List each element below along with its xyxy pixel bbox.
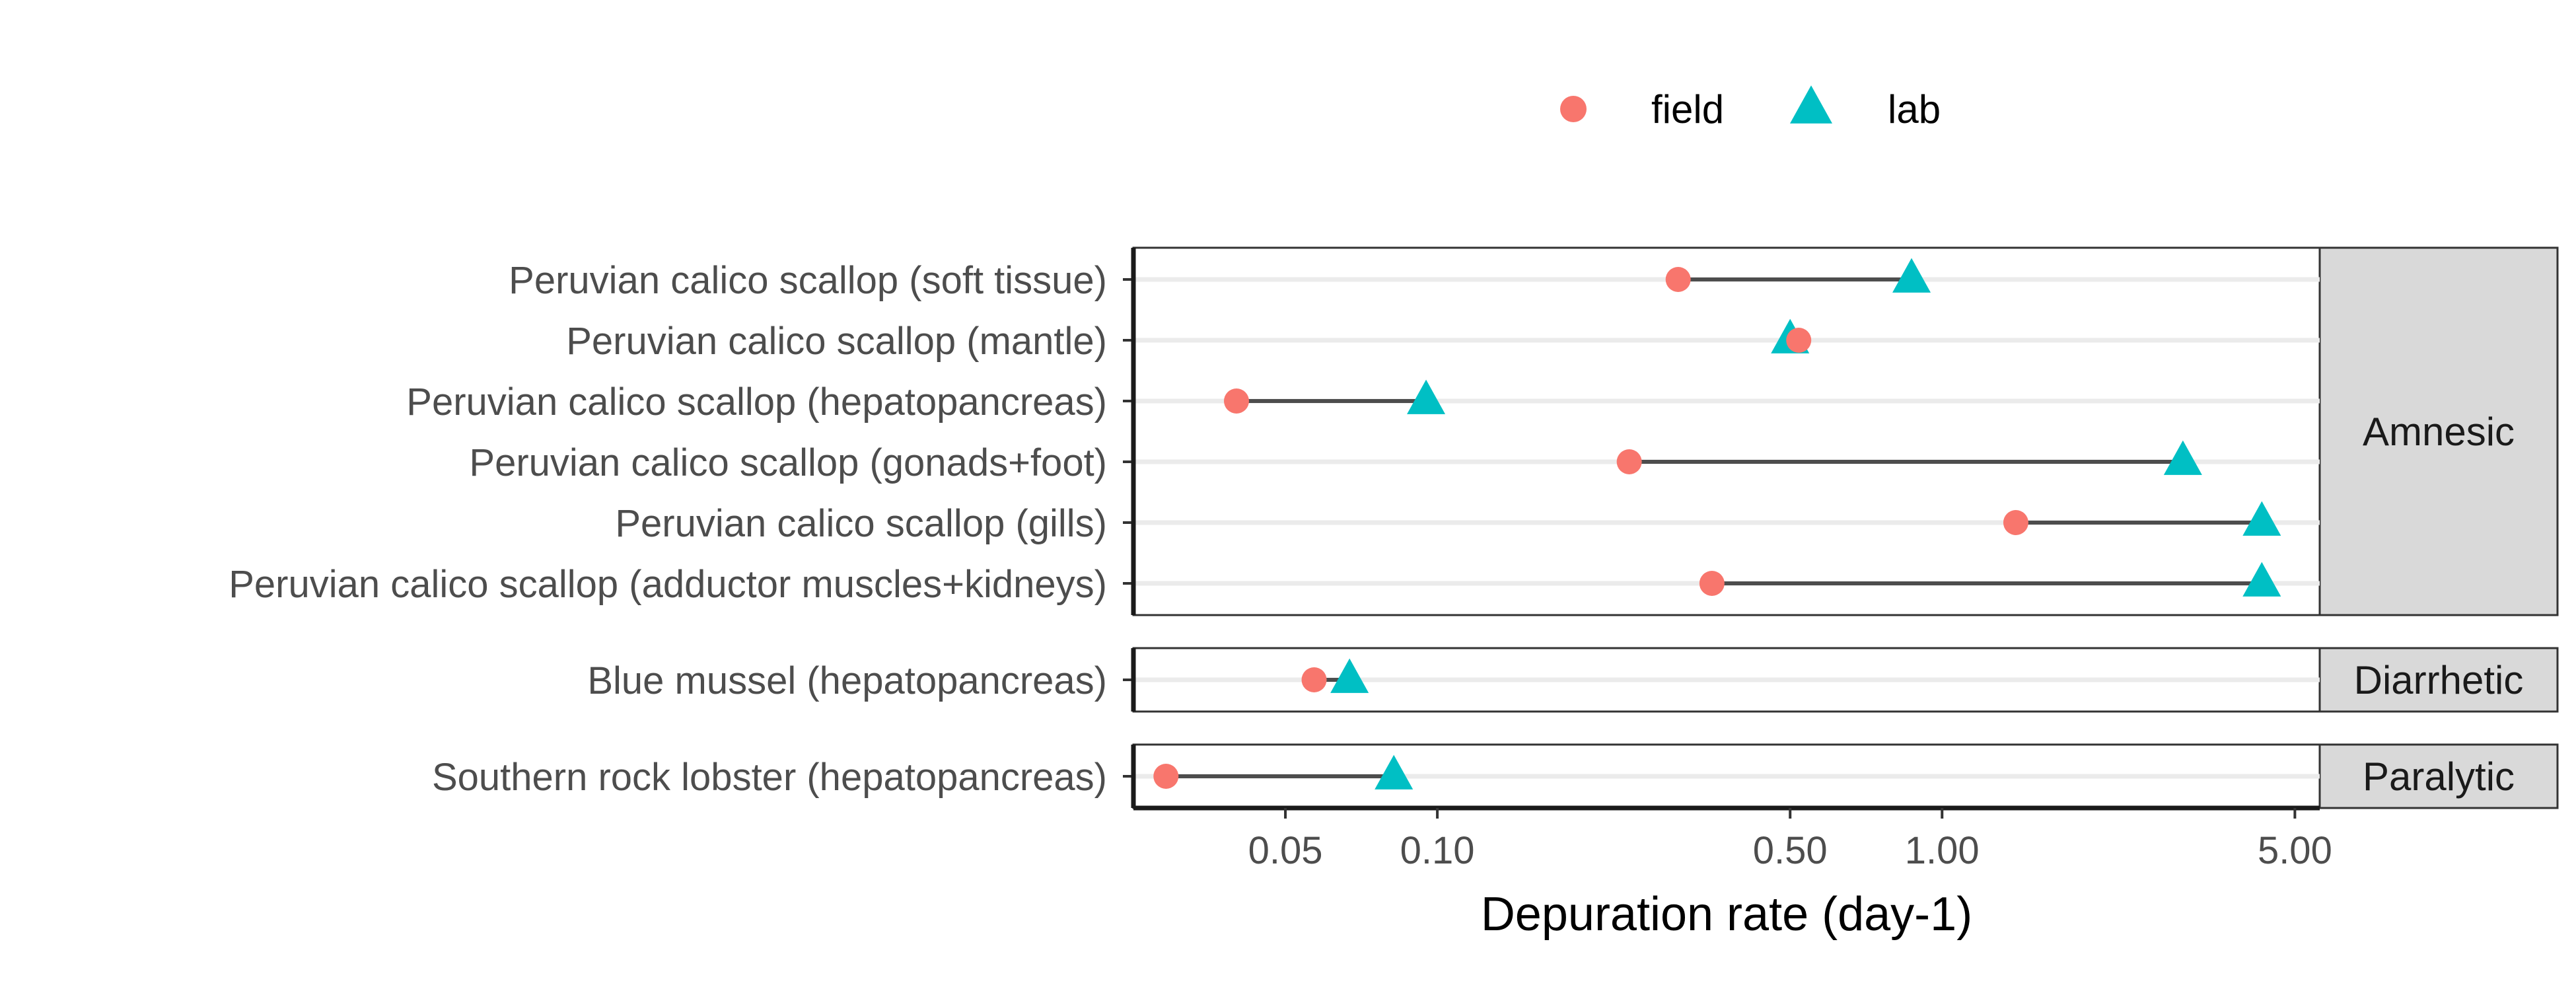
field-point bbox=[2003, 510, 2028, 535]
lab-point bbox=[1330, 658, 1369, 693]
field-point bbox=[1665, 267, 1691, 292]
field-point bbox=[1223, 388, 1249, 414]
field-point bbox=[1153, 764, 1179, 789]
facet-panels: Amnesic Peruvian calico scallop (soft tis… bbox=[229, 246, 2559, 809]
panel-amnesic: Amnesic Peruvian calico scallop (soft tis… bbox=[229, 246, 2559, 616]
x-tick-label: 0.10 bbox=[1400, 829, 1475, 872]
lab-point bbox=[1375, 754, 1413, 789]
field-point bbox=[1699, 571, 1725, 596]
y-tick-label: Peruvian calico scallop (gonads+foot) bbox=[469, 441, 1107, 484]
field-point bbox=[1616, 449, 1642, 474]
legend-field-marker bbox=[1560, 96, 1587, 122]
x-tick-label: 0.50 bbox=[1753, 829, 1828, 872]
y-tick-label: Peruvian calico scallop (soft tissue) bbox=[509, 259, 1107, 302]
strip-label: Diarrhetic bbox=[2354, 658, 2524, 702]
lab-point bbox=[2242, 562, 2281, 597]
lab-point bbox=[2242, 501, 2281, 536]
x-tick-label: 5.00 bbox=[2258, 829, 2332, 872]
panel-frame bbox=[1132, 246, 2321, 616]
legend-lab-label: lab bbox=[1888, 87, 1941, 131]
y-tick-label: Peruvian calico scallop (gills) bbox=[615, 502, 1107, 545]
y-tick-label: Peruvian calico scallop (mantle) bbox=[566, 320, 1107, 363]
y-tick-label: Southern rock lobster (hepatopancreas) bbox=[432, 756, 1107, 799]
legend: field lab bbox=[1560, 85, 1941, 131]
lab-point bbox=[2163, 440, 2202, 475]
y-tick-label: Peruvian calico scallop (adductor muscle… bbox=[229, 563, 1107, 606]
legend-lab-marker bbox=[1790, 85, 1832, 124]
field-point bbox=[1786, 328, 1812, 353]
legend-field-label: field bbox=[1651, 87, 1724, 131]
strip-box bbox=[2318, 246, 2559, 616]
strip-label: Amnesic bbox=[2363, 410, 2515, 454]
x-tick-label: 0.05 bbox=[1248, 829, 1323, 872]
x-tick-label: 1.00 bbox=[1905, 829, 1980, 872]
strip-box bbox=[2318, 647, 2559, 713]
panel-diarrhetic: Diarrhetic Blue mussel (hepatopancreas) bbox=[587, 647, 2559, 713]
x-axis-title: Depuration rate (day-1) bbox=[1481, 888, 1972, 941]
field-point bbox=[1301, 667, 1327, 692]
lab-point bbox=[1892, 258, 1931, 293]
x-axis: 0.05 0.10 0.50 1.00 5.00 Depuration rate (day… bbox=[1133, 805, 2332, 941]
y-tick-label: Peruvian calico scallop (hepatopancreas) bbox=[406, 381, 1107, 423]
y-tick-label: Blue mussel (hepatopancreas) bbox=[587, 659, 1107, 702]
lab-point bbox=[1407, 379, 1446, 414]
panel-paralytic: Paralytic Southern rock lobster (hepatopa… bbox=[432, 743, 2559, 809]
strip-label: Paralytic bbox=[2363, 754, 2515, 799]
